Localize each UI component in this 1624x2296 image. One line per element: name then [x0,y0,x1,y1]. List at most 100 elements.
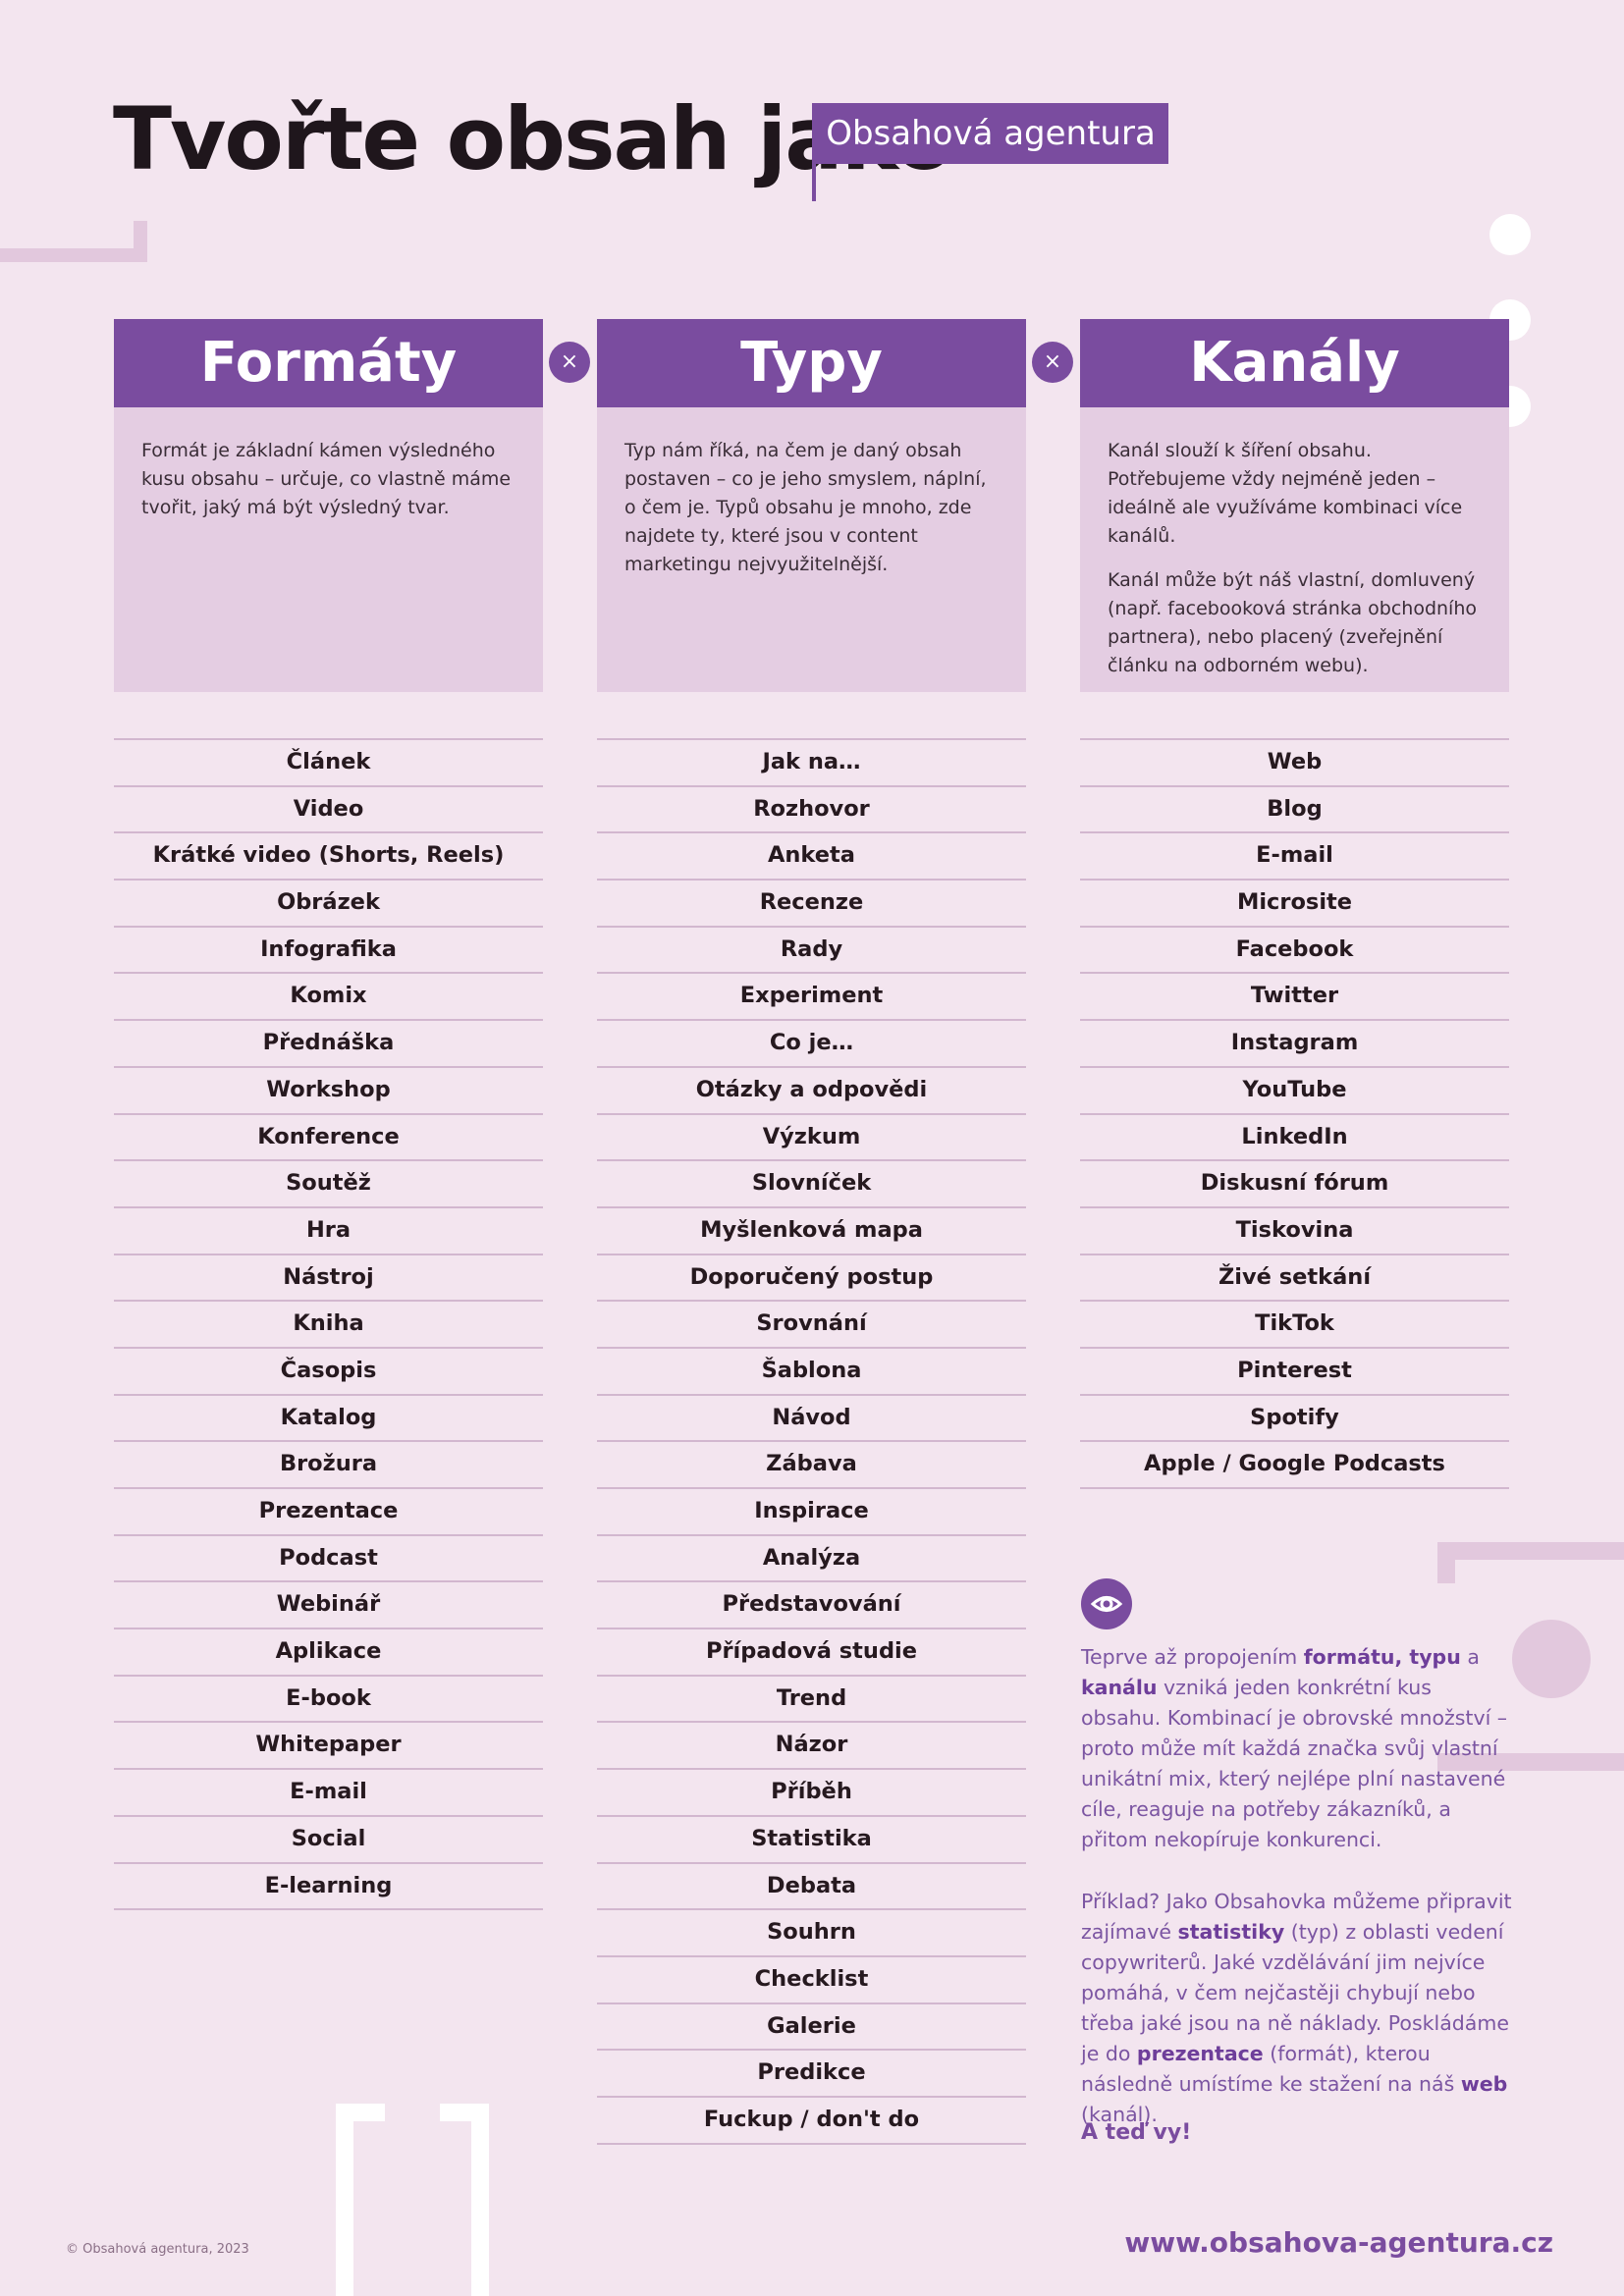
list-item: Facebook [1080,928,1509,975]
list-item: YouTube [1080,1068,1509,1115]
list-item: Brožura [114,1442,543,1489]
list-item: Tiskovina [1080,1208,1509,1255]
list-item: Co je… [597,1021,1026,1068]
list-item: Galerie [597,2004,1026,2052]
decor-bracket-right [1437,1542,1624,1560]
decor-bracket-bottom-right [471,2104,489,2296]
decor-bracket-left [0,248,147,262]
list-item: Návod [597,1396,1026,1443]
decor-bracket-left-stem [134,221,147,262]
list-item: Recenze [597,881,1026,928]
list-item: Webinář [114,1582,543,1630]
list-item: Rozhovor [597,787,1026,834]
list-item: Diskusní fórum [1080,1161,1509,1208]
list-item: Apple / Google Podcasts [1080,1442,1509,1489]
list-item: Přednáška [114,1021,543,1068]
kanaly-list: Web Blog E-mail Microsite Facebook Twitter Ins… [1080,738,1509,1489]
list-item: Anketa [597,833,1026,881]
list-item: Infografika [114,928,543,975]
decor-bracket-bottom-right-cap [440,2104,489,2121]
list-item: Whitepaper [114,1723,543,1771]
list-item: Jak na… [597,740,1026,787]
copyright: © Obsahová agentura, 2023 [66,2242,249,2257]
list-item: Blog [1080,787,1509,834]
list-item: Slovníček [597,1161,1026,1208]
list-item: Rady [597,928,1026,975]
website-link[interactable]: www.obsahova-agentura.cz [1124,2226,1553,2259]
list-item: Živé setkání [1080,1255,1509,1303]
list-item: Doporučený postup [597,1255,1026,1303]
list-item: Výzkum [597,1115,1026,1162]
list-item: Myšlenková mapa [597,1208,1026,1255]
decor-bar [1437,1753,1624,1771]
list-item: Názor [597,1723,1026,1771]
list-item: Hra [114,1208,543,1255]
list-item: Workshop [114,1068,543,1115]
list-item: Microsite [1080,881,1509,928]
list-item: Aplikace [114,1629,543,1677]
decor-bracket-right-stem [1437,1542,1455,1583]
list-item: Nástroj [114,1255,543,1303]
list-item: Spotify [1080,1396,1509,1443]
eye-icon [1081,1578,1132,1629]
list-item: E-learning [114,1864,543,1911]
list-item: Prezentace [114,1489,543,1536]
description-paragraph: Formát je základní kámen výsledného kusu… [141,440,512,518]
list-item: Zábava [597,1442,1026,1489]
decor-bracket-bottom-left [336,2104,353,2296]
list-item: Predikce [597,2051,1026,2098]
list-item: Pinterest [1080,1349,1509,1396]
call-to-action: A teď vy! [1081,2120,1192,2145]
typy-list: Jak na… Rozhovor Anketa Recenze Rady Experime… [597,738,1026,2145]
column-header-kanaly: Kanály [1080,319,1509,407]
list-item: Otázky a odpovědi [597,1068,1026,1115]
column-description-kanaly: Kanál slouží k šíření obsahu. Potřebujem… [1080,407,1509,692]
list-item: Časopis [114,1349,543,1396]
list-item: Kniha [114,1302,543,1349]
list-item: Statistika [597,1817,1026,1864]
column-header-formaty: Formáty [114,319,543,407]
title-badge: Obsahová agentura [813,103,1168,164]
list-item: Debata [597,1864,1026,1911]
info-paragraph-example: Příklad? Jako Obsahovka můžeme připravit… [1081,1890,1512,2126]
decor-dot [1489,214,1531,255]
list-item: Analýza [597,1536,1026,1583]
list-item: Checklist [597,1957,1026,2004]
formaty-list: Článek Video Krátké video (Shorts, Reels) O… [114,738,543,1911]
list-item: Srovnání [597,1302,1026,1349]
list-item: Inspirace [597,1489,1026,1536]
decor-bracket-bottom-left-cap [336,2104,385,2121]
column-header-typy: Typy [597,319,1026,407]
list-item: E-mail [1080,833,1509,881]
list-item: Katalog [114,1396,543,1443]
list-item: Příběh [597,1770,1026,1817]
list-item: Souhrn [597,1910,1026,1957]
list-item: Soutěž [114,1161,543,1208]
decor-circle [1512,1620,1591,1698]
list-item: Představování [597,1582,1026,1630]
list-item: LinkedIn [1080,1115,1509,1162]
list-item: Obrázek [114,881,543,928]
description-paragraph: Kanál slouží k šíření obsahu. Potřebujem… [1108,440,1463,547]
close-icon: × [1032,342,1073,383]
list-item: Případová studie [597,1629,1026,1677]
list-item: Šablona [597,1349,1026,1396]
list-item: Video [114,787,543,834]
list-item: Social [114,1817,543,1864]
list-item: E-book [114,1677,543,1724]
list-item: Fuckup / don't do [597,2098,1026,2145]
description-paragraph: Kanál může být náš vlastní, domluvený (n… [1108,569,1478,676]
list-item: Komix [114,974,543,1022]
list-item: Trend [597,1677,1026,1724]
list-item: TikTok [1080,1302,1509,1349]
list-item: Web [1080,740,1509,787]
list-item: Experiment [597,974,1026,1022]
close-icon: × [549,342,590,383]
list-item: Twitter [1080,974,1509,1022]
list-item: Článek [114,740,543,787]
list-item: Podcast [114,1536,543,1583]
list-item: Instagram [1080,1021,1509,1068]
list-item: Konference [114,1115,543,1162]
column-description-typy: Typ nám říká, na čem je daný obsah posta… [597,407,1026,692]
info-paragraph-combination: Teprve až propojením formátu, typu a kan… [1081,1645,1508,1851]
